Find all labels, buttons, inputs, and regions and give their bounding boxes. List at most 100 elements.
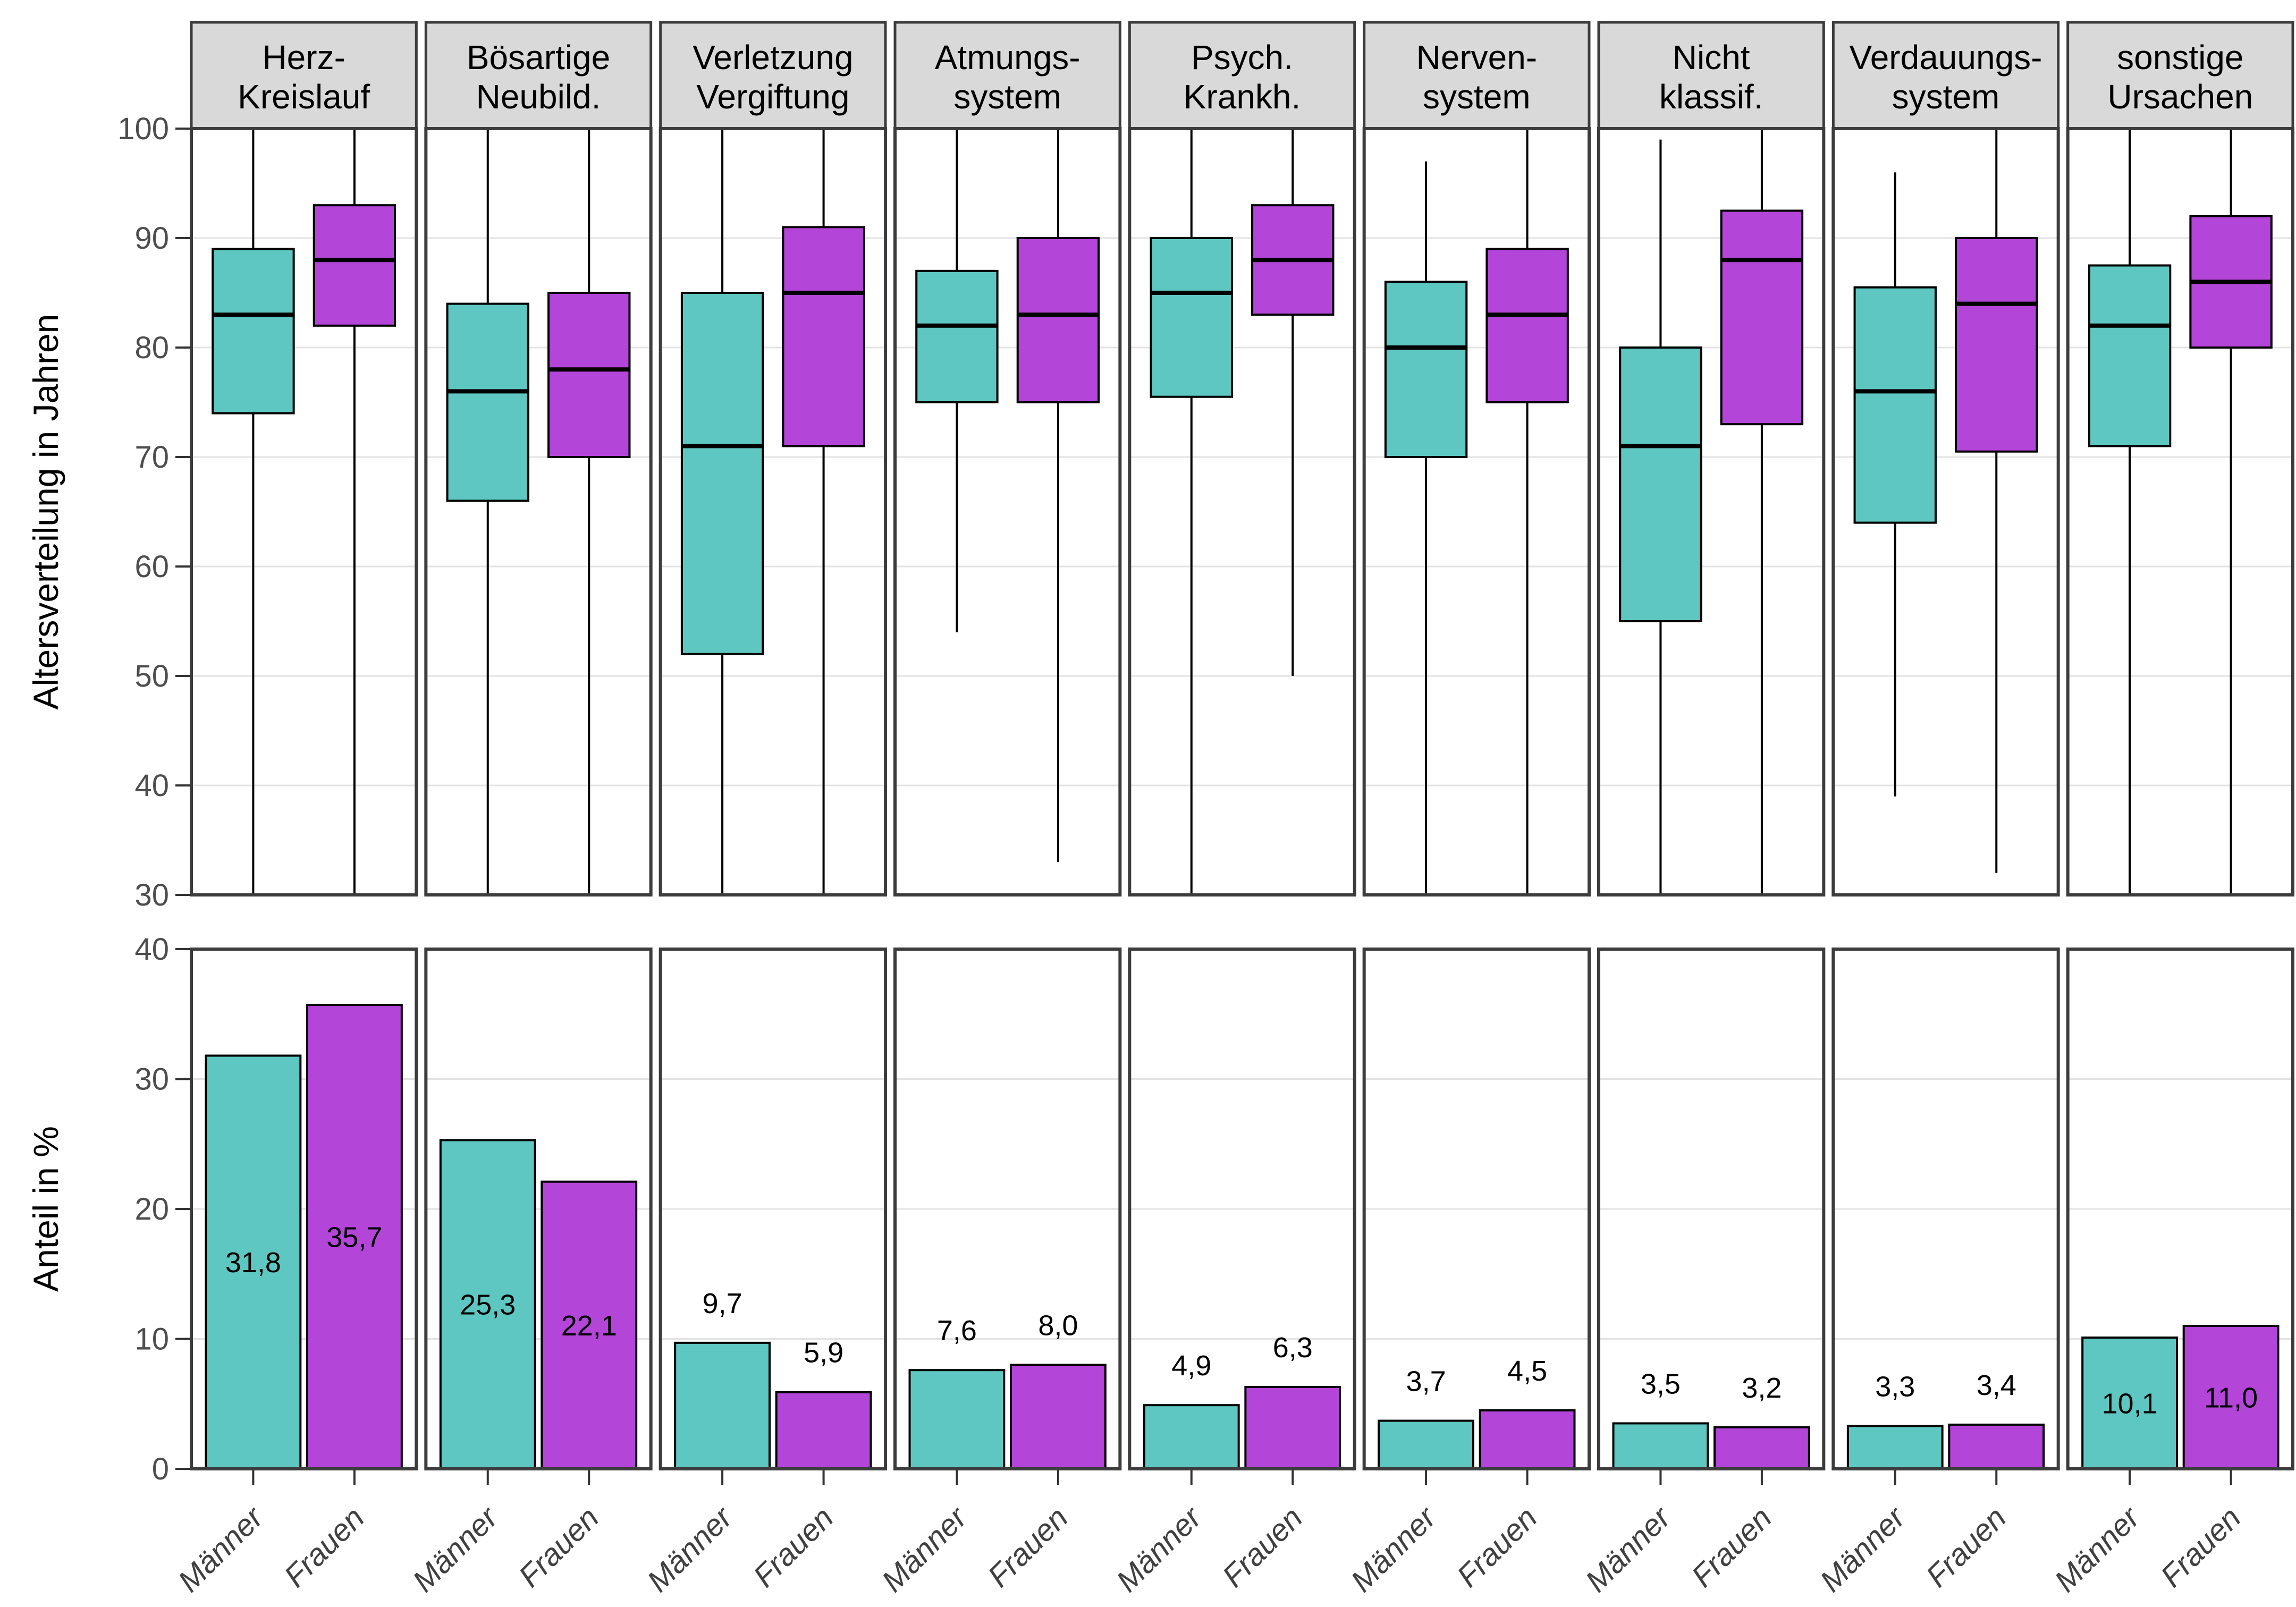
bar-panel bbox=[1597, 948, 1826, 1470]
boxplot-panel bbox=[659, 127, 887, 896]
bar-maenner bbox=[908, 1369, 1006, 1470]
x-axis-group-label-maenner: Männer bbox=[2048, 1499, 2147, 1598]
bar-value-label-frauen: 22,1 bbox=[561, 1310, 617, 1342]
facet-header-label: Nicht klassif. bbox=[1659, 38, 1763, 116]
y-axis-tick-label: 0 bbox=[152, 1452, 169, 1486]
bar-panel bbox=[190, 948, 418, 1470]
bar-frauen bbox=[541, 1180, 638, 1470]
bar-frauen bbox=[1713, 1426, 1810, 1470]
y-axis-tick-label: 50 bbox=[134, 659, 169, 693]
boxplot-box-frauen bbox=[1016, 237, 1100, 403]
y-axis-tick-label: 10 bbox=[134, 1322, 169, 1357]
x-axis-group-label-maenner: Männer bbox=[1344, 1499, 1444, 1598]
bar-maenner bbox=[1143, 1404, 1240, 1470]
x-axis-group-label-maenner: Männer bbox=[406, 1499, 505, 1598]
boxplot-box-frauen bbox=[1720, 209, 1804, 426]
x-axis-group-label-frauen: Frauen bbox=[2154, 1500, 2248, 1594]
facet-header bbox=[424, 21, 653, 130]
y-axis-tick-label: 30 bbox=[134, 1062, 169, 1097]
bar-panel bbox=[424, 948, 653, 1470]
x-axis-group-label-frauen: Frauen bbox=[277, 1500, 371, 1594]
bar-value-label-maenner: 3,7 bbox=[1406, 1366, 1446, 1398]
boxplot-panel bbox=[893, 127, 1122, 896]
facet-header bbox=[1831, 21, 2060, 130]
x-axis-group-label-frauen: Frauen bbox=[981, 1500, 1075, 1594]
boxplot-box-maenner bbox=[1619, 346, 1702, 622]
bar-frauen bbox=[1479, 1409, 1576, 1470]
y-axis-tick-label: 60 bbox=[134, 549, 169, 584]
facet-header-label: Herz-Kreislauf bbox=[238, 38, 370, 116]
x-axis-group-label-frauen: Frauen bbox=[512, 1500, 606, 1594]
x-axis-group-label-maenner: Männer bbox=[640, 1499, 740, 1598]
boxplot-box-maenner bbox=[680, 292, 764, 655]
facet-header-label: Verletzung Vergiftung bbox=[693, 38, 853, 116]
boxplot-box-frauen bbox=[547, 292, 631, 458]
bar-value-label-maenner: 7,6 bbox=[937, 1315, 977, 1347]
bar-maenner bbox=[439, 1139, 536, 1470]
bar-maenner bbox=[1846, 1425, 1944, 1470]
bar-maenner bbox=[205, 1054, 302, 1470]
bar-value-label-maenner: 3,5 bbox=[1641, 1368, 1681, 1400]
bar-panel bbox=[1362, 948, 1591, 1470]
facet-header bbox=[2066, 21, 2294, 130]
bar-frauen bbox=[2182, 1325, 2280, 1470]
facet-header-label: Atmungs-system bbox=[935, 38, 1081, 116]
facet-header-label: sonstige Ursachen bbox=[2107, 38, 2253, 116]
y-axis-tick-label: 30 bbox=[134, 878, 169, 912]
bar-maenner bbox=[2081, 1337, 2178, 1470]
boxplot-box-maenner bbox=[1384, 281, 1468, 459]
boxplot-panel bbox=[1128, 127, 1356, 896]
y-axis-tick-label: 80 bbox=[134, 331, 169, 365]
facet-header bbox=[1597, 21, 1825, 130]
bar-value-label-maenner: 10,1 bbox=[2102, 1388, 2158, 1420]
y-axis-title-share: Anteil in % bbox=[26, 1126, 65, 1292]
x-axis-group-label-frauen: Frauen bbox=[1685, 1500, 1778, 1594]
bar-frauen bbox=[1244, 1385, 1341, 1470]
bar-frauen bbox=[775, 1391, 872, 1470]
bar-value-label-frauen: 5,9 bbox=[804, 1337, 843, 1369]
bar-value-label-maenner: 9,7 bbox=[703, 1288, 742, 1320]
bar-value-label-maenner: 3,3 bbox=[1875, 1371, 1915, 1402]
boxplot-panel bbox=[2066, 127, 2295, 896]
bar-panel bbox=[659, 948, 887, 1470]
bar-frauen bbox=[306, 1004, 403, 1470]
bar-value-label-frauen: 35,7 bbox=[326, 1222, 382, 1254]
y-axis-tick-label: 100 bbox=[117, 112, 169, 146]
x-axis-group-label-maenner: Männer bbox=[1813, 1499, 1913, 1598]
bar-panel bbox=[893, 948, 1122, 1470]
bar-maenner bbox=[1378, 1419, 1474, 1470]
y-axis-tick-label: 40 bbox=[134, 932, 169, 967]
boxplot-box-maenner bbox=[915, 269, 999, 403]
bar-frauen bbox=[1948, 1423, 2045, 1470]
bar-value-label-frauen: 6,3 bbox=[1273, 1332, 1313, 1364]
boxplot-box-maenner bbox=[212, 248, 295, 415]
facet-header-label: Bösartige Neubild. bbox=[467, 38, 610, 116]
boxplot-panel bbox=[190, 127, 418, 896]
bar-panel bbox=[1831, 948, 2060, 1470]
y-axis-tick-label: 90 bbox=[134, 221, 169, 256]
facet-header-label: Nerven-system bbox=[1416, 38, 1538, 116]
facet-header bbox=[190, 21, 418, 130]
y-axis-tick-label: 20 bbox=[134, 1192, 169, 1227]
boxplot-box-frauen bbox=[1955, 237, 2038, 453]
boxplot-panel bbox=[1831, 127, 2060, 896]
boxplot-box-maenner bbox=[1853, 286, 1937, 524]
bar-value-label-maenner: 25,3 bbox=[460, 1289, 516, 1321]
bar-maenner bbox=[674, 1341, 771, 1470]
y-axis-title-age: Altersverteilung in Jahren bbox=[26, 314, 65, 710]
x-axis-group-label-maenner: Männer bbox=[172, 1499, 271, 1598]
x-axis-group-label-frauen: Frauen bbox=[1450, 1500, 1544, 1594]
bar-panel bbox=[1128, 948, 1356, 1470]
bar-maenner bbox=[1612, 1422, 1709, 1470]
x-axis-group-label-maenner: Männer bbox=[1579, 1499, 1678, 1598]
x-axis-group-label-frauen: Frauen bbox=[1216, 1500, 1310, 1594]
facet-header bbox=[1128, 21, 1356, 130]
bar-value-label-frauen: 8,0 bbox=[1038, 1309, 1078, 1341]
boxplot-box-frauen bbox=[782, 226, 865, 447]
bar-value-label-maenner: 31,8 bbox=[225, 1247, 281, 1279]
boxplot-box-maenner bbox=[1150, 237, 1233, 398]
bar-value-label-frauen: 3,2 bbox=[1742, 1372, 1782, 1404]
facet-header-label: Verdauungs-system bbox=[1850, 38, 2042, 116]
y-axis-tick-label: 70 bbox=[134, 440, 169, 475]
